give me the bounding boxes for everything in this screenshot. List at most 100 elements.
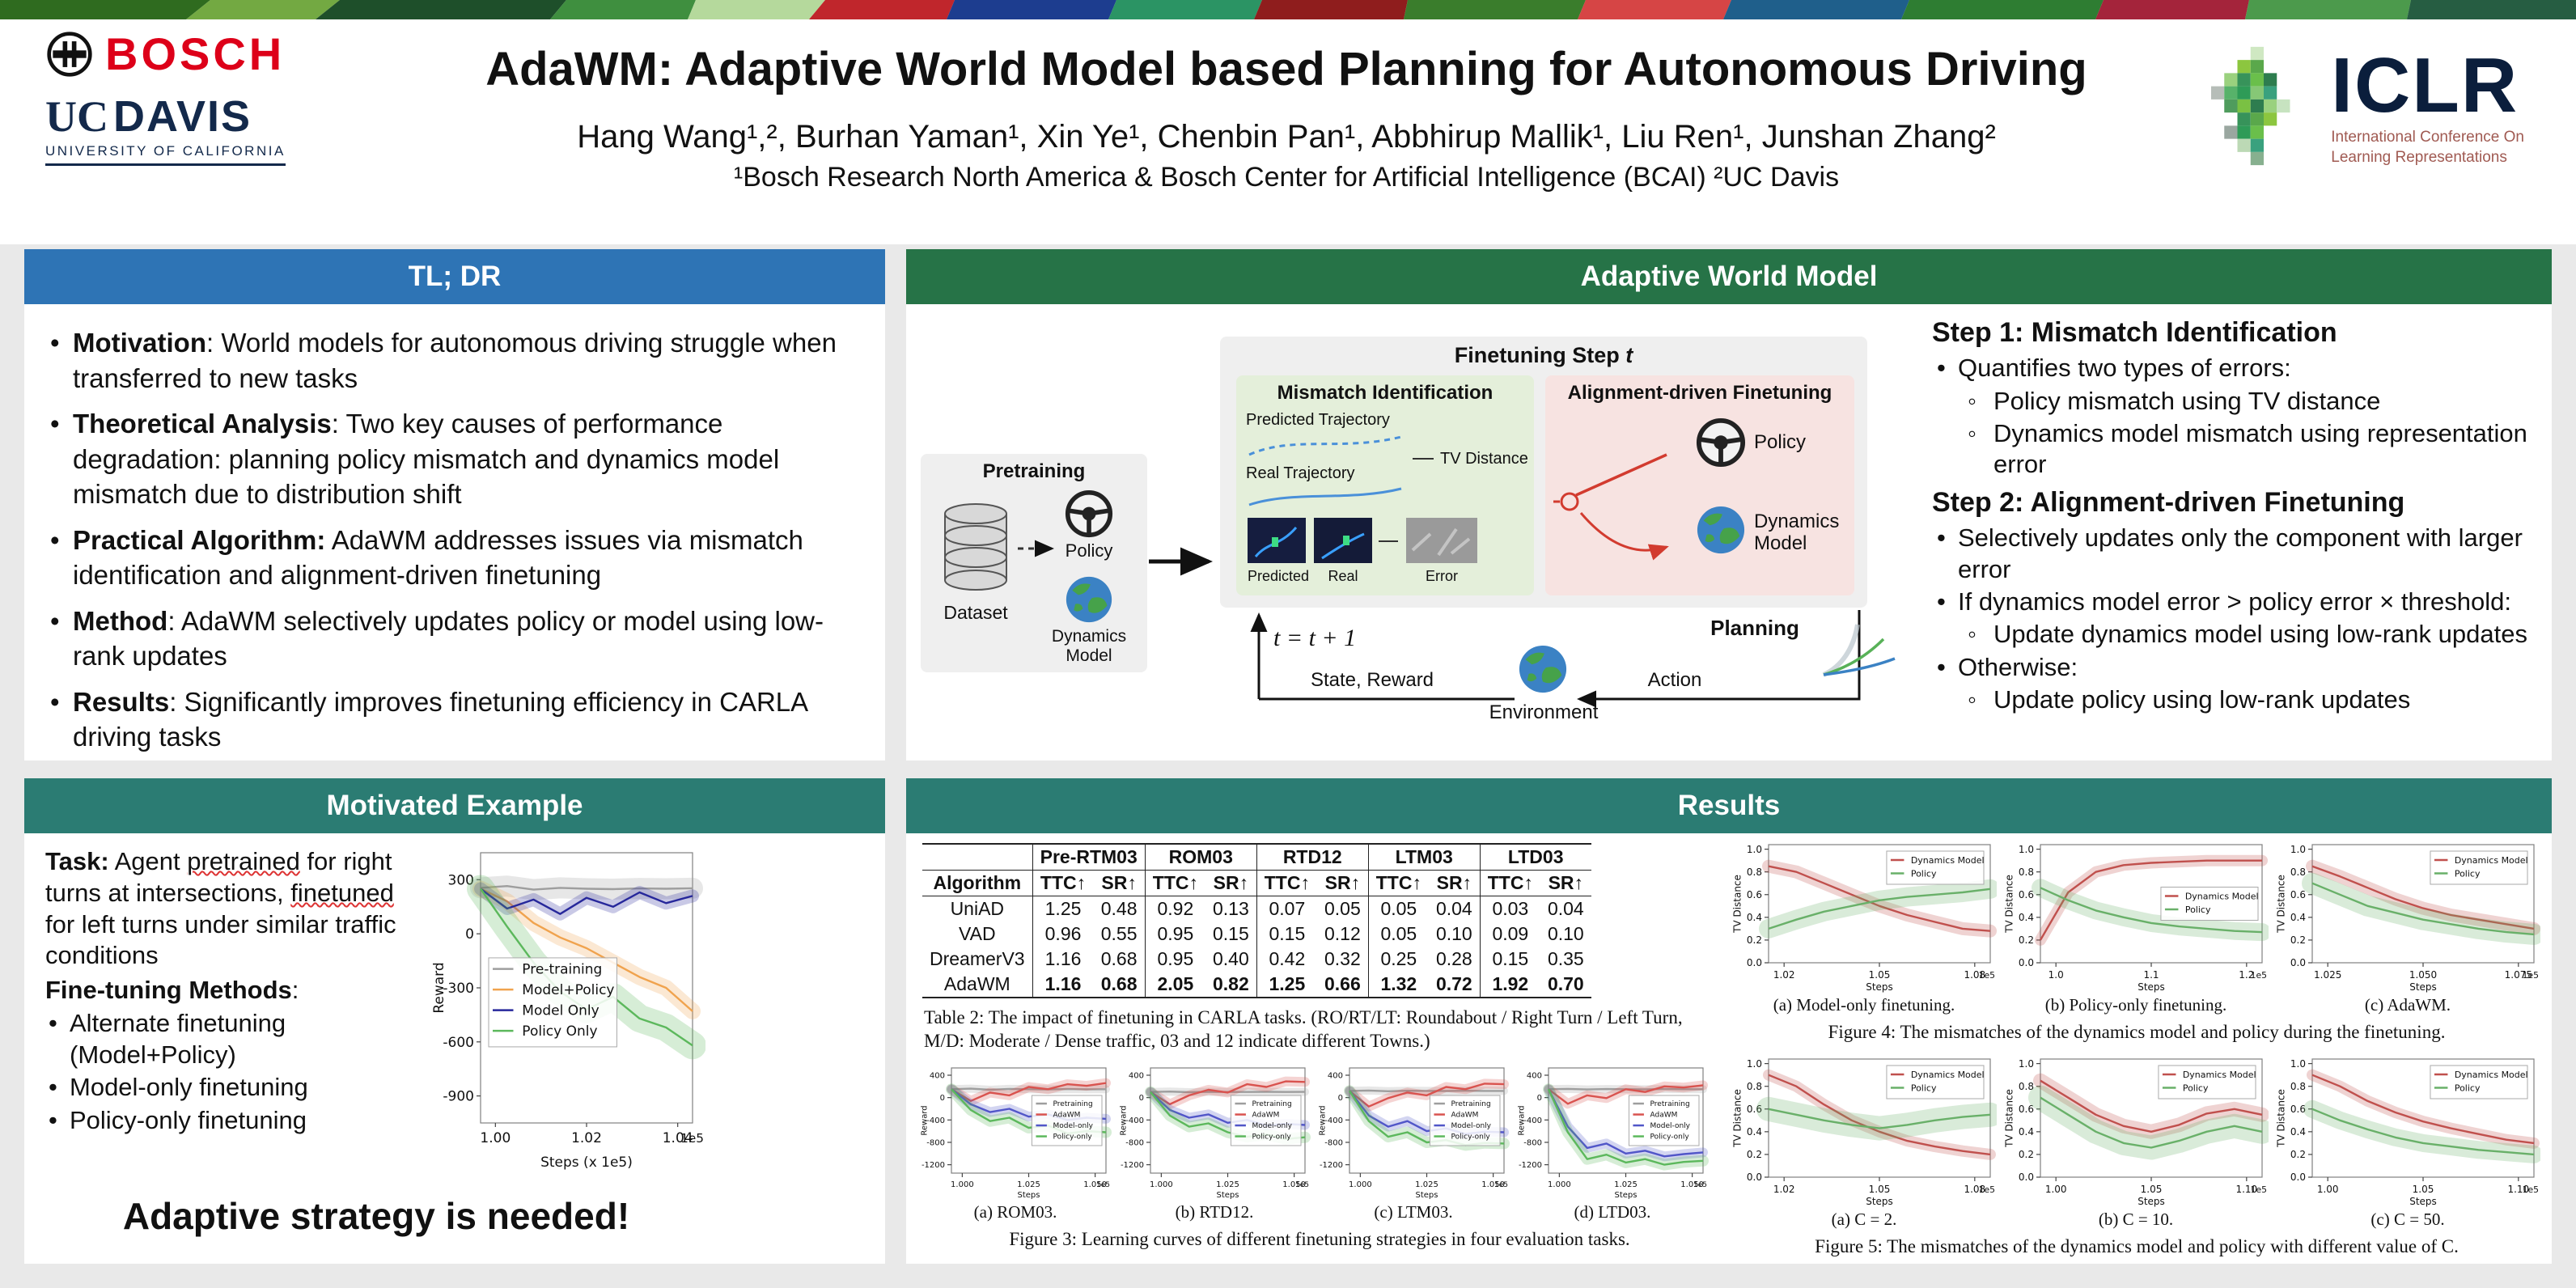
figure3-row: 400 0 -400 -800 -1200 1.000 1.025 1.050 1e5 Rewar… [919,1063,1720,1222]
figure-subcaption: (b) C = 10. [2098,1210,2174,1229]
svg-text:-400: -400 [1125,1116,1144,1125]
switch-icon [1553,453,1669,561]
svg-text:1.05: 1.05 [2141,1184,2163,1195]
steering-wheel-icon [1065,489,1113,538]
svg-text:0.4: 0.4 [1747,1126,1762,1138]
chart-model-only-mismatch: 0.0 0.2 0.4 0.6 0.8 1.0 1.02 1.05 1.08 1e5 TV Dist… [1731,838,1997,994]
svg-text:0.0: 0.0 [2019,1171,2034,1183]
table-row: UniAD 1.25 0.48 0.92 0.13 0.07 0.05 0.05 0.0… [922,896,1591,922]
svg-text:1e5: 1e5 [1295,1181,1309,1189]
svg-text:Steps: Steps [1018,1191,1040,1200]
svg-text:0.8: 0.8 [1747,1081,1762,1092]
chart-c10: 0.0 0.2 0.4 0.6 0.8 1.0 1.00 1.05 1.10 1e5 TV Dist… [2003,1053,2269,1208]
svg-text:0.6: 0.6 [1747,889,1762,900]
finetuning-step-label: Finetuning Step t [1454,343,1633,367]
svg-text:0.2: 0.2 [2019,934,2034,946]
step2-sub-update-dynamics: Update dynamics model using low-rank upd… [1932,619,2547,650]
svg-text:0: 0 [1537,1094,1542,1103]
table-algorithm-header: Algorithm [922,870,1033,896]
svg-text:1.0: 1.0 [2290,1058,2306,1070]
spellcheck-word: finetuned [290,878,394,907]
metric-header: SR↑ [1205,870,1257,896]
svg-text:400: 400 [930,1071,945,1080]
method-item: Alternate finetuning (Model+Policy) [45,1008,429,1071]
motivated-example-panel: Motivated Example Task: Agent pretrained… [24,778,885,1264]
svg-text:400: 400 [1328,1071,1343,1080]
svg-text:0.0: 0.0 [1747,1171,1762,1183]
svg-text:1.02: 1.02 [571,1130,602,1146]
table-corner-cell [922,844,1033,871]
svg-text:0: 0 [1338,1094,1343,1103]
alignment-finetuning-box: Alignment-driven Finetuning [1545,375,1854,595]
predicted-image-label: Predicted [1248,568,1310,584]
svg-text:400: 400 [1129,1071,1144,1080]
step1-bullet: Quantifies two types of errors: [1932,353,2547,384]
svg-text:1.0: 1.0 [2290,844,2306,855]
figure3-caption: Figure 3: Learning curves of different f… [1009,1228,1630,1249]
method-item: Policy-only finetuning [45,1105,429,1137]
svg-text:Policy: Policy [1911,868,1937,879]
tldr-bullet: Practical Algorithm: AdaWM addresses iss… [47,523,862,593]
svg-text:1e5: 1e5 [680,1131,704,1146]
error-image [1406,518,1477,563]
svg-text:1.04: 1.04 [663,1130,693,1146]
svg-text:1.00: 1.00 [480,1130,511,1146]
earth-icon [1697,506,1745,554]
svg-text:Policy-only: Policy-only [1650,1133,1690,1141]
svg-text:0.8: 0.8 [2290,866,2306,878]
pretraining-box: Pretraining Dataset [921,454,1147,672]
svg-text:Steps: Steps [2137,1196,2165,1207]
table-caption: Table 2: The impact of finetuning in CAR… [924,1007,1683,1051]
svg-text:1.10: 1.10 [2235,1184,2257,1195]
figure-subcaption: (c) AdaWM. [2364,995,2451,1015]
poster-header: BOSCH UC DAVIS UNIVERSITY OF CALIFORNIA … [0,19,2576,244]
svg-text:Pretraining: Pretraining [1053,1100,1093,1108]
motivated-panel-title: Motivated Example [24,778,885,833]
metric-header: TTC↑ [1032,870,1094,896]
figure5-row: 0.0 0.2 0.4 0.6 0.8 1.0 1.02 1.05 1.08 1e5 TV Dist… [1731,1053,2542,1230]
step1-title: Step 1: Mismatch Identification [1932,317,2337,348]
svg-text:1.1: 1.1 [2143,969,2159,981]
finetuning-box: Finetuning Step t Mismatch Identificatio… [1220,337,1867,608]
svg-text:1.000: 1.000 [951,1180,974,1189]
svg-text:0.6: 0.6 [2019,1104,2034,1115]
iclr-subtitle-2: Learning Representations [2331,149,2507,166]
svg-text:Policy Only: Policy Only [522,1023,597,1040]
svg-text:0: 0 [940,1094,945,1103]
svg-text:Pretraining: Pretraining [1252,1100,1292,1108]
svg-text:-800: -800 [1125,1138,1144,1147]
dataset-label: Dataset [943,602,1008,623]
svg-text:Pre-training: Pre-training [522,962,602,978]
mismatch-identification-box: Mismatch Identification Predicted Trajec… [1236,375,1534,595]
svg-text:Dynamics Model: Dynamics Model [1911,855,1985,866]
svg-text:1e5: 1e5 [2251,1184,2267,1195]
svg-text:0.4: 0.4 [2019,912,2034,923]
awm-steps: Step 1: Mismatch Identification Quantifi… [1932,311,2547,718]
metric-header: TTC↑ [1479,870,1540,896]
svg-text:Dynamics Model: Dynamics Model [2455,855,2528,866]
svg-text:AdaWM: AdaWM [1053,1111,1081,1119]
figure-subcaption: (b) Policy-only finetuning. [2044,995,2227,1015]
svg-text:Steps: Steps [2137,981,2165,993]
step1-sub-policy: Policy mismatch using TV distance [1932,386,2547,417]
svg-text:Reward: Reward [921,1105,930,1135]
step2-title: Step 2: Alignment-driven Finetuning [1932,486,2405,518]
svg-text:Policy: Policy [2455,868,2481,879]
figure5-caption: Figure 5: The mismatches of the dynamics… [1815,1236,2459,1256]
svg-text:Model-only: Model-only [1252,1122,1293,1130]
svg-text:0.6: 0.6 [2290,889,2306,900]
chart-ltm03: 400 0 -400 -800 -1200 1.000 1.025 1.050 1e5 Rewar… [1317,1063,1510,1201]
svg-text:1.050: 1.050 [2409,969,2437,981]
figure-subcaption: (a) C = 2. [1831,1210,1897,1229]
left-logos: BOSCH UC DAVIS UNIVERSITY OF CALIFORNIA [45,28,286,166]
svg-text:1.02: 1.02 [1773,1184,1795,1195]
figure4-caption: Figure 4: The mismatches of the dynamics… [1828,1022,2446,1042]
step2-bullet-selective: Selectively updates only the component w… [1932,523,2547,585]
figure-subcaption: (c) LTM03. [1374,1201,1453,1222]
results-panel: Results Pre-RTM03 ROM03 RTD12 LTM03 LTD0… [906,778,2552,1264]
spellcheck-word: pretrained [187,847,300,875]
svg-text:Policy-only: Policy-only [1053,1133,1093,1141]
tv-distance-label: TV Distance [1413,450,1528,468]
metric-header: SR↑ [1428,870,1481,896]
svg-text:1.000: 1.000 [1548,1180,1571,1189]
